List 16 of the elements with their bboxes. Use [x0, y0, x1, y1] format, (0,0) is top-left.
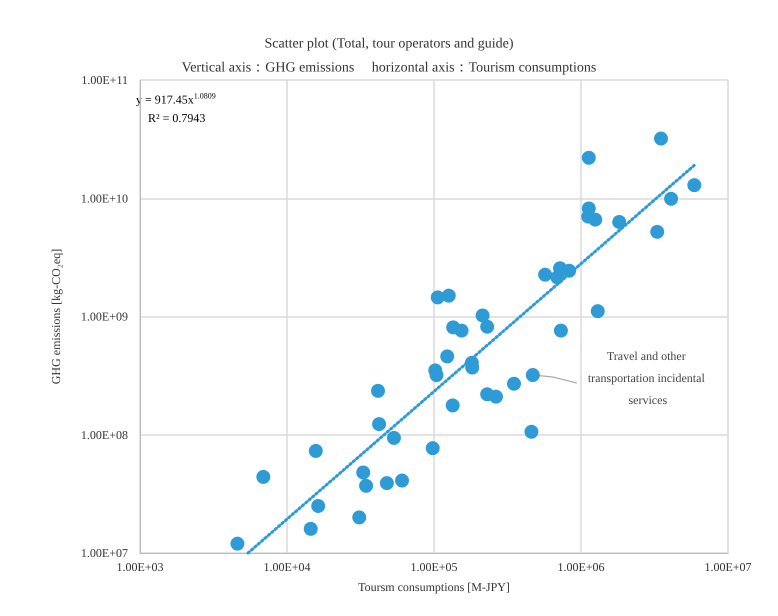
y-tick-label: 1.00E+09: [80, 310, 128, 324]
y-tick-label: 1.00E+07: [80, 546, 128, 560]
y-tick-label: 1.00E+11: [81, 73, 128, 87]
x-axis-title: Toursm consumptions [M-JPY]: [358, 580, 510, 594]
y-axis-title: GHG emissions [kg-CO₂eq]: [49, 248, 63, 384]
annotation: R² = 0.7943: [148, 111, 206, 125]
chart-title: Scatter plot (Total, tour operators and guide): [264, 36, 514, 52]
chart-subtitle: Vertical axis：GHG emissions horizontal axis：Tourism consumptions: [182, 60, 596, 76]
x-tick-label: 1.00E+07: [704, 560, 752, 574]
y-tick-label: 1.00E+10: [80, 191, 128, 206]
x-tick-label: 1.00E+05: [410, 560, 458, 574]
x-tick-label: 1.00E+06: [557, 560, 605, 574]
x-tick-label: 1.00E+04: [263, 560, 311, 574]
annotation: Travel and other transportation incidental services: [588, 349, 708, 408]
x-tick-label: 1.00E+03: [116, 560, 164, 574]
y-tick-label: 1.00E+08: [80, 428, 128, 442]
